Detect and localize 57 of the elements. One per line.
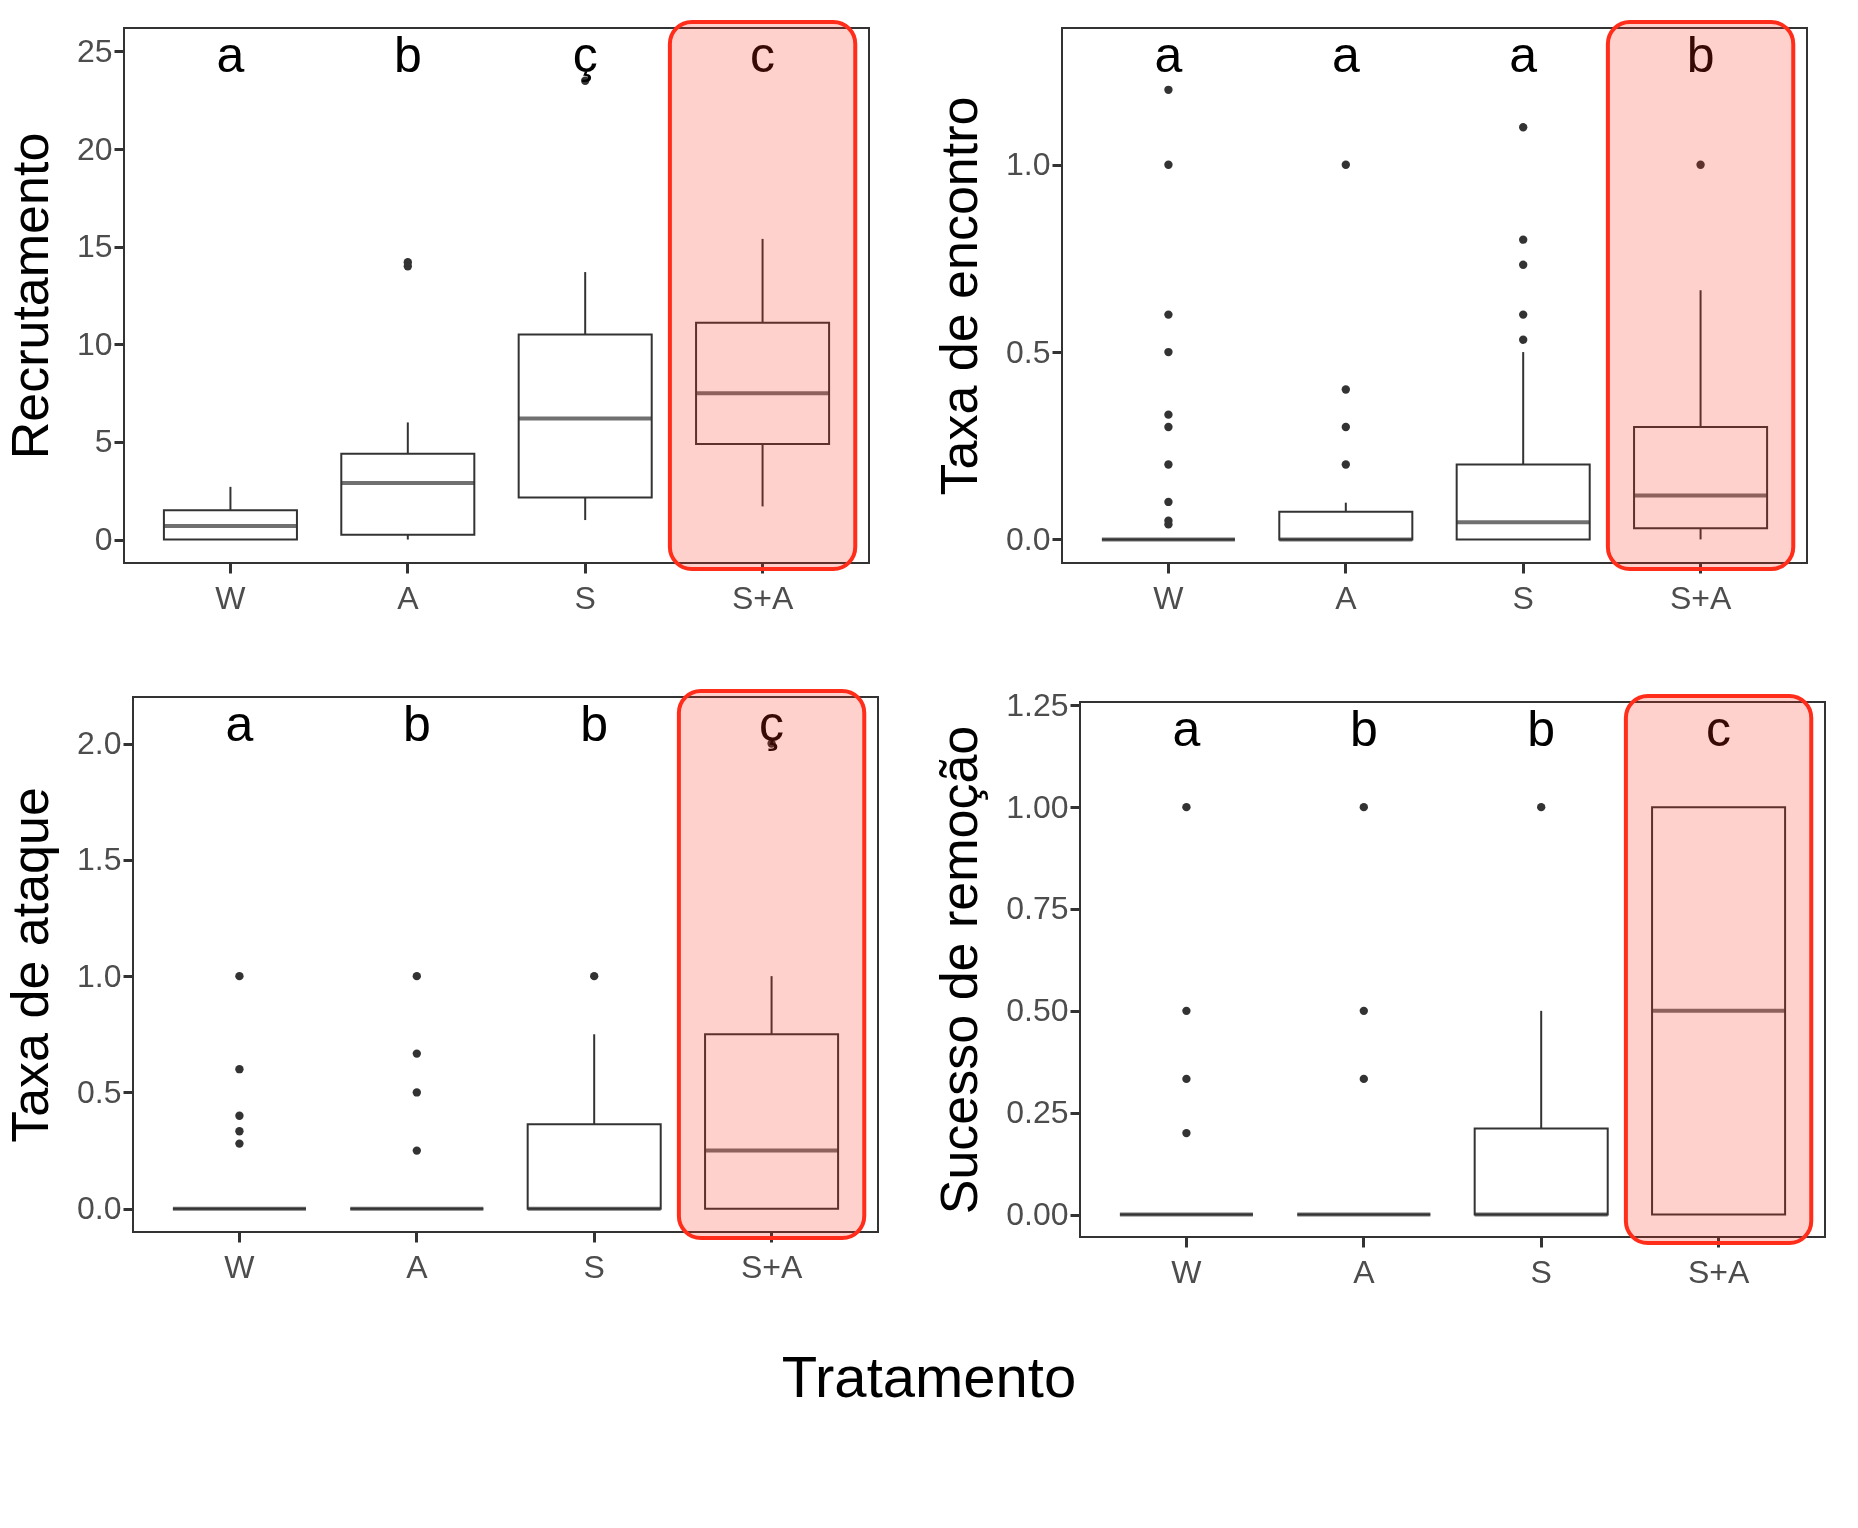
annotation: a <box>1331 27 1360 83</box>
annotation: a <box>1172 701 1201 757</box>
annotation: a <box>1154 27 1183 83</box>
x-axis-title: Tratamento <box>780 1343 1078 1410</box>
x-tick-label: W <box>224 1248 256 1285</box>
y-tick-label: 25 <box>76 32 113 69</box>
x-tick-label: S <box>1512 579 1534 616</box>
y-tick-label: 1.0 <box>77 957 122 994</box>
y-tick-label: 0.5 <box>77 1073 122 1110</box>
annotation: a <box>225 696 254 752</box>
x-tick-label: S <box>583 1248 605 1285</box>
y-tick-label: 0.75 <box>1006 890 1069 927</box>
annotation: ç <box>759 696 785 752</box>
y-tick-label: 0.25 <box>1006 1094 1069 1131</box>
annotation: a <box>1509 27 1538 83</box>
y-axis-title: Recrutamento <box>0 132 59 460</box>
x-tick-label: A <box>406 1248 429 1285</box>
y-tick-label: 0.00 <box>1006 1196 1069 1233</box>
y-tick-label: 1.00 <box>1006 788 1069 825</box>
y-tick-label: 0 <box>94 521 113 558</box>
annotation: b <box>1527 701 1556 757</box>
annotation: b <box>393 27 422 83</box>
y-axis-title: Sucesso de remoção <box>930 725 989 1215</box>
x-tick-label: S+A <box>740 1248 803 1285</box>
annotation: c <box>750 27 776 83</box>
y-axis-title: Taxa de ataque <box>1 787 60 1143</box>
x-tick-label: S+A <box>731 579 794 616</box>
x-tick-label: S+A <box>1687 1253 1750 1290</box>
x-tick-label: A <box>1353 1253 1376 1290</box>
x-tick-label: A <box>1335 579 1358 616</box>
y-tick-label: 0.0 <box>1006 520 1051 557</box>
y-tick-label: 0.50 <box>1006 992 1069 1029</box>
x-tick-label: S+A <box>1669 579 1732 616</box>
x-tick-label: W <box>1153 579 1185 616</box>
y-tick-label: 2.0 <box>77 725 122 762</box>
y-tick-label: 0.5 <box>1006 333 1051 370</box>
x-tick-label: S <box>574 579 596 616</box>
annotation: a <box>216 27 245 83</box>
x-tick-label: A <box>397 579 420 616</box>
x-tick-label: W <box>1171 1253 1203 1290</box>
y-tick-label: 20 <box>76 130 113 167</box>
y-axis-title: Taxa de encontro <box>930 96 989 496</box>
annotation: b <box>402 696 431 752</box>
annotation: b <box>1686 27 1715 83</box>
y-tick-label: 15 <box>76 228 113 265</box>
annotation: b <box>580 696 609 752</box>
y-tick-label: 10 <box>76 325 113 362</box>
y-tick-label: 5 <box>94 423 113 460</box>
annotation: c <box>1706 701 1732 757</box>
x-tick-label: S <box>1530 1253 1552 1290</box>
y-tick-label: 1.5 <box>77 841 122 878</box>
x-tick-label: W <box>215 579 247 616</box>
annotation: b <box>1349 701 1378 757</box>
y-tick-label: 1.0 <box>1006 146 1051 183</box>
y-tick-label: 0.0 <box>77 1190 122 1227</box>
y-tick-label: 1.25 <box>1006 686 1069 723</box>
annotation: ç <box>572 27 598 83</box>
